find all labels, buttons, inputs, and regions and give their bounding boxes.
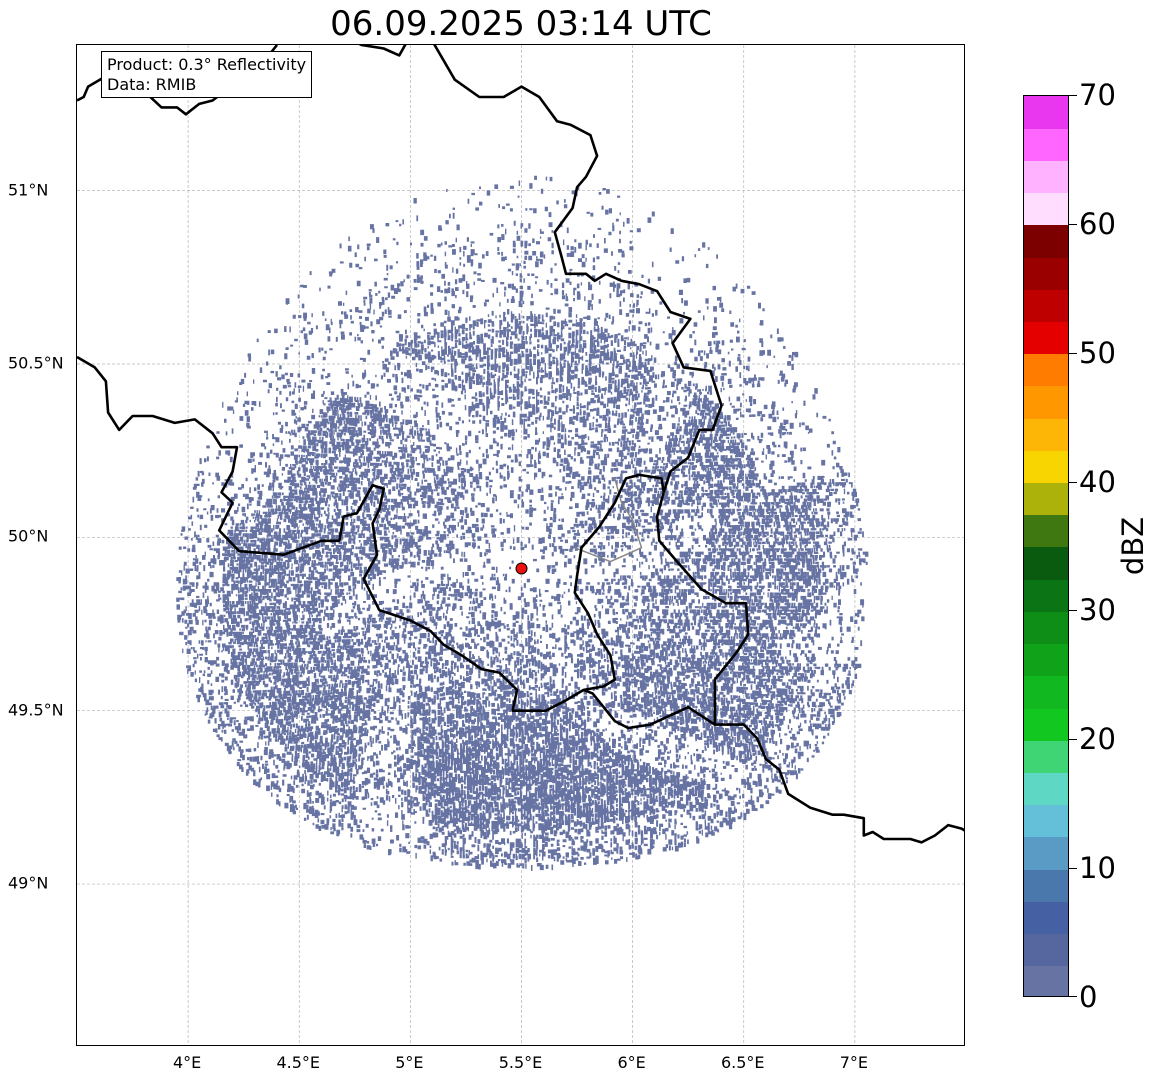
y-tick-label: 49°N [8, 873, 49, 893]
colorbar-tick-mark [1069, 352, 1077, 354]
colorbar-segment [1024, 321, 1068, 355]
colorbar-unit-label: dBZ [1116, 516, 1150, 576]
x-tick-label: 5°E [395, 1053, 424, 1072]
colorbar-segment [1024, 933, 1068, 967]
y-tick-label: 49.5°N [8, 700, 64, 720]
country-border [358, 45, 723, 493]
colorbar-segment [1024, 675, 1068, 709]
colorbar-segment [1024, 804, 1068, 838]
radar-map[interactable] [76, 44, 965, 1046]
colorbar-segment [1024, 418, 1068, 451]
colorbar-segment [1024, 514, 1068, 548]
colorbar-tick-mark [1069, 996, 1077, 997]
colorbar-tick-mark [1069, 610, 1077, 612]
colorbar-tick-label: 20 [1079, 722, 1116, 757]
x-tick-label: 5.5°E [498, 1053, 543, 1072]
colorbar-tick-mark [1069, 481, 1077, 483]
colorbar-segment [1024, 450, 1068, 484]
region-border [574, 478, 643, 563]
colorbar-segment [1024, 289, 1068, 322]
colorbar-tick-label: 30 [1079, 593, 1116, 628]
colorbar-tick-mark [1069, 739, 1077, 741]
colorbar-segment [1024, 740, 1068, 773]
colorbar-tick-mark [1069, 223, 1077, 225]
country-borders [77, 45, 964, 844]
y-tick-label: 50.5°N [8, 353, 64, 373]
country-border [583, 491, 750, 730]
x-tick-label: 7°E [839, 1053, 869, 1072]
product-info-box: Product: 0.3° Reflectivity Data: RMIB [101, 51, 313, 98]
y-tick-label: 51°N [8, 180, 49, 200]
colorbar-tick-label: 10 [1079, 851, 1116, 886]
country-border [77, 355, 665, 713]
product-label: Product: 0.3° Reflectivity [107, 55, 307, 74]
y-tick-label: 50°N [8, 526, 49, 546]
colorbar-segment [1024, 192, 1068, 226]
colorbar-tick-label: 60 [1079, 206, 1116, 241]
x-tick-label: 6.5°E [720, 1053, 765, 1072]
colorbar-tick-label: 70 [1079, 78, 1116, 112]
colorbar-segment [1024, 708, 1068, 741]
colorbar-segment [1024, 965, 1068, 996]
colorbar-segment [1024, 96, 1068, 129]
colorbar-tick-label: 0 [1079, 980, 1098, 1014]
echo-pixels [176, 175, 869, 871]
reflectivity-echoes [176, 175, 869, 871]
colorbar-segment [1024, 353, 1068, 387]
radar-site-marker[interactable] [515, 562, 528, 575]
country-border [714, 723, 964, 844]
colorbar-segment [1024, 611, 1068, 645]
map-canvas [77, 45, 964, 1045]
colorbar-segment [1024, 579, 1068, 612]
colorbar-tick-label: 50 [1079, 335, 1116, 370]
x-tick-label: 4°E [172, 1053, 202, 1072]
colorbar-segment [1024, 482, 1068, 516]
colorbar-segment [1024, 385, 1068, 419]
colorbar-segment [1024, 901, 1068, 935]
colorbar-segment [1024, 257, 1068, 290]
colorbar-segment [1024, 160, 1068, 194]
map-title: 06.09.2025 03:14 UTC [330, 4, 712, 44]
colorbar-tick-mark [1069, 95, 1077, 96]
colorbar-segment [1024, 128, 1068, 161]
colorbar-tick-mark [1069, 868, 1077, 870]
x-tick-label: 4.5°E [276, 1053, 321, 1072]
colorbar-segment [1024, 643, 1068, 677]
colorbar-segment [1024, 869, 1068, 902]
colorbar-tick-label: 40 [1079, 464, 1116, 499]
colorbar-segment [1024, 547, 1068, 580]
colorbar [1023, 95, 1069, 997]
x-tick-label: 6°E [617, 1053, 646, 1072]
radar-site-layer [515, 562, 528, 575]
colorbar-segment [1024, 836, 1068, 870]
data-source-label: Data: RMIB [107, 75, 197, 94]
colorbar-segment [1024, 224, 1068, 258]
colorbar-segment [1024, 772, 1068, 806]
